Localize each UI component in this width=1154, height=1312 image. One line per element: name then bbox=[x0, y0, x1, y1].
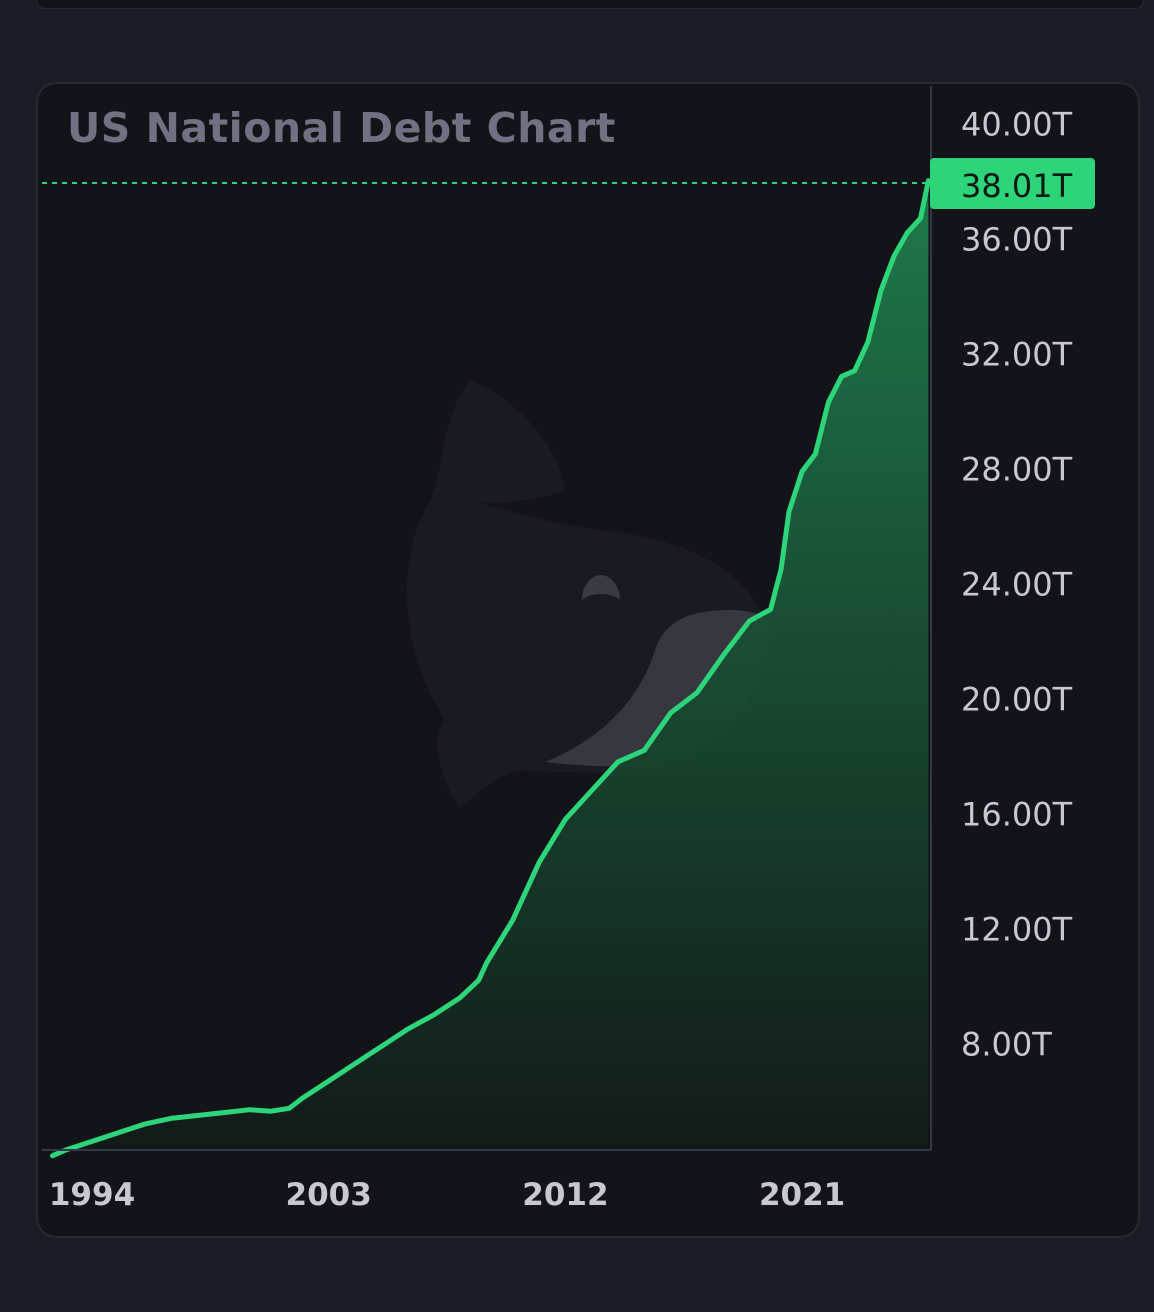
y-tick-label: 28.00T bbox=[961, 451, 1073, 489]
current-price-badge-bg bbox=[930, 158, 1095, 209]
current-price-badge[interactable]: 38.01T bbox=[930, 158, 1095, 209]
current-price-label: 38.01T bbox=[961, 167, 1073, 205]
y-tick-label: 16.00T bbox=[961, 796, 1073, 834]
y-tick-label: 32.00T bbox=[961, 335, 1073, 373]
x-tick-label: 2003 bbox=[286, 1177, 372, 1213]
y-tick-label: 12.00T bbox=[961, 911, 1073, 949]
x-tick-label: 1994 bbox=[49, 1177, 135, 1213]
chart-title: US National Debt Chart bbox=[67, 104, 616, 152]
y-tick-label: 20.00T bbox=[961, 681, 1073, 719]
x-tick-label: 2012 bbox=[522, 1177, 608, 1213]
x-axis-ticks: 1994 2003 2012 2021 bbox=[49, 1177, 845, 1213]
y-tick-label: 36.00T bbox=[961, 220, 1073, 258]
y-axis-ticks: 40.00T 36.00T 32.00T 28.00T 24.00T 20.00T 16.0… bbox=[961, 105, 1073, 1063]
y-tick-label: 40.00T bbox=[961, 105, 1073, 143]
debt-series-line bbox=[50, 178, 931, 1159]
debt-area-fill bbox=[52, 180, 929, 1156]
y-tick-label: 24.00T bbox=[961, 566, 1073, 604]
x-tick-label: 2021 bbox=[759, 1177, 845, 1213]
y-tick-label: 8.00T bbox=[961, 1026, 1052, 1064]
